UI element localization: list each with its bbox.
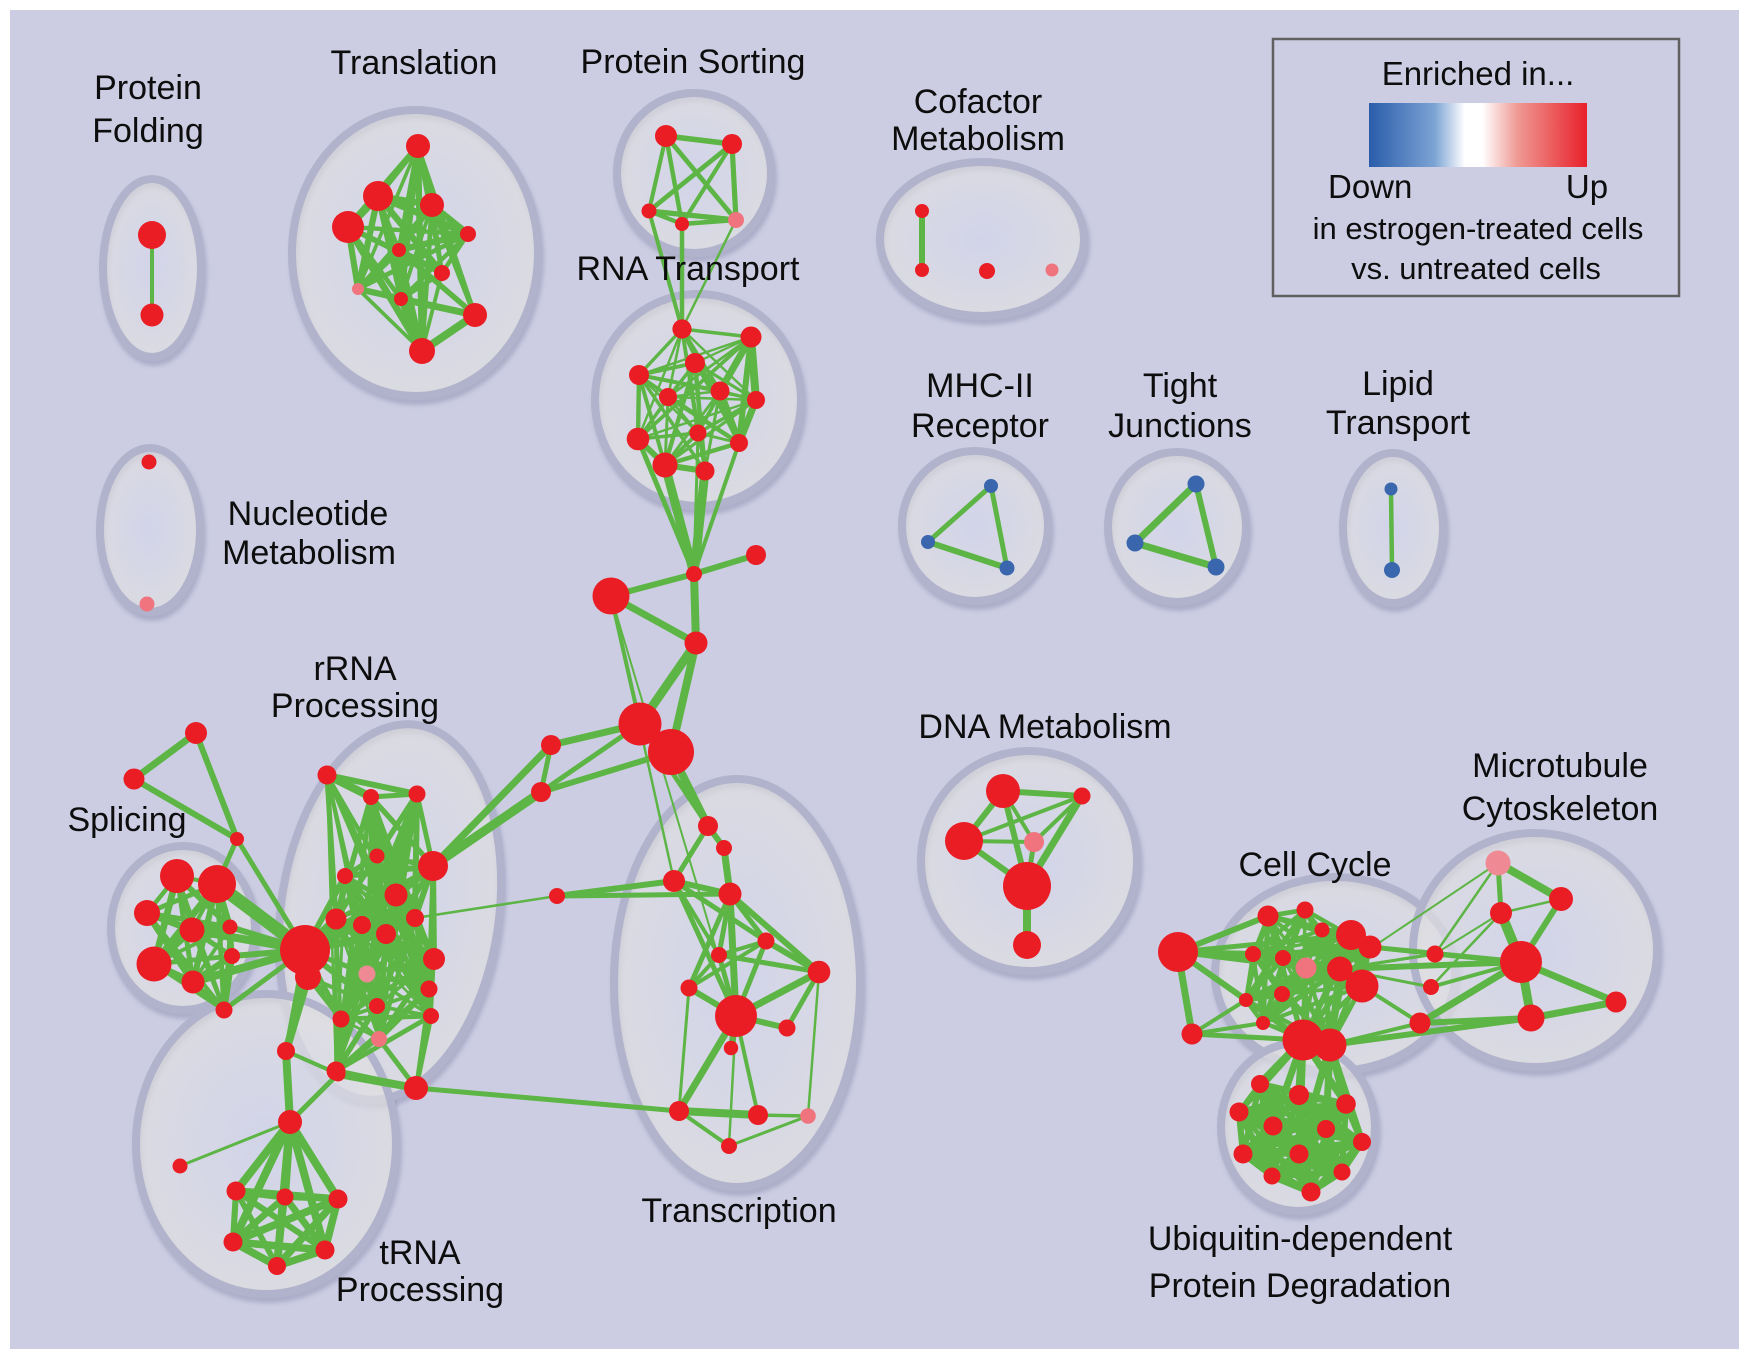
svg-text:Protein Sorting: Protein Sorting: [581, 43, 806, 81]
svg-text:Nucleotide: Nucleotide: [228, 495, 389, 533]
svg-text:Translation: Translation: [331, 44, 498, 82]
svg-text:MHC-II: MHC-II: [926, 367, 1034, 405]
svg-text:Cell Cycle: Cell Cycle: [1238, 846, 1391, 884]
svg-text:Processing: Processing: [271, 687, 439, 725]
svg-text:RNA Transport: RNA Transport: [577, 250, 801, 288]
svg-text:Junctions: Junctions: [1108, 407, 1252, 445]
svg-text:Cofactor: Cofactor: [914, 83, 1043, 121]
svg-text:DNA Metabolism: DNA Metabolism: [918, 708, 1171, 746]
svg-text:Enriched in...: Enriched in...: [1382, 55, 1575, 92]
svg-text:Lipid: Lipid: [1362, 365, 1434, 403]
svg-text:Folding: Folding: [92, 112, 204, 150]
svg-text:vs. untreated cells: vs. untreated cells: [1351, 251, 1601, 286]
svg-text:Protein: Protein: [94, 69, 202, 107]
svg-text:Protein Degradation: Protein Degradation: [1149, 1267, 1451, 1305]
svg-text:Transcription: Transcription: [641, 1192, 836, 1230]
svg-text:Down: Down: [1328, 168, 1412, 205]
svg-text:Receptor: Receptor: [911, 407, 1049, 445]
svg-text:Transport: Transport: [1326, 404, 1471, 442]
svg-text:Processing: Processing: [336, 1271, 504, 1309]
svg-text:Tight: Tight: [1143, 367, 1218, 405]
svg-text:Cytoskeleton: Cytoskeleton: [1462, 790, 1659, 828]
svg-text:Ubiquitin-dependent: Ubiquitin-dependent: [1148, 1220, 1453, 1258]
svg-text:Microtubule: Microtubule: [1472, 747, 1648, 785]
svg-text:Splicing: Splicing: [67, 801, 186, 839]
svg-text:in estrogen-treated cells: in estrogen-treated cells: [1313, 211, 1644, 246]
svg-text:Up: Up: [1566, 168, 1608, 205]
svg-text:Metabolism: Metabolism: [222, 534, 396, 572]
svg-text:tRNA: tRNA: [379, 1234, 461, 1272]
svg-text:rRNA: rRNA: [313, 650, 396, 688]
svg-text:Metabolism: Metabolism: [891, 120, 1065, 158]
